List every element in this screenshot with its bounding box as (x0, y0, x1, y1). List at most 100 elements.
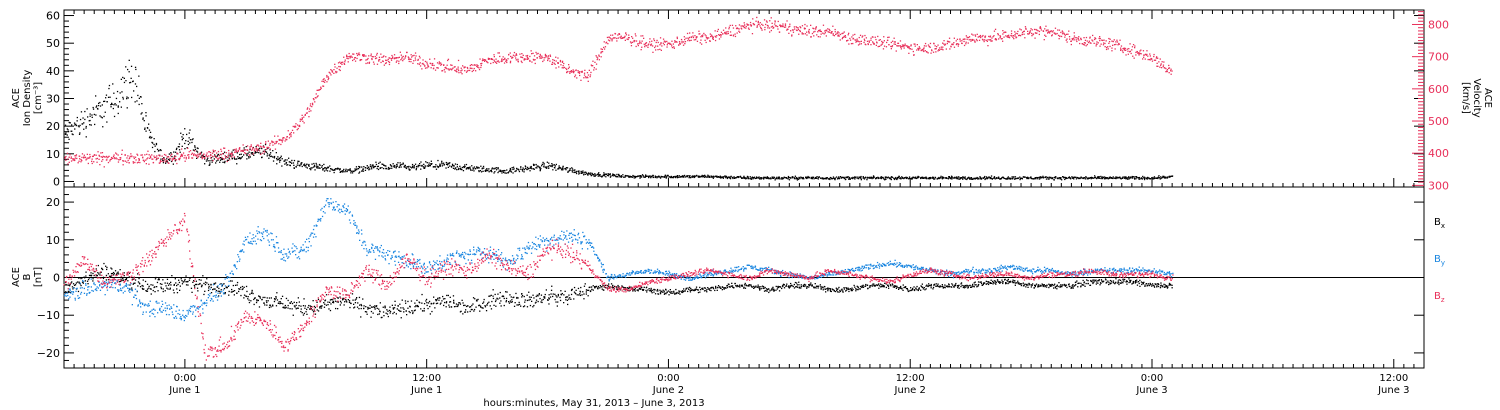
velocity-point (1073, 32, 1075, 34)
bx-point (334, 300, 337, 302)
density-point (725, 175, 727, 177)
density-point (776, 176, 778, 178)
bx-point (518, 301, 520, 304)
bx-point (332, 299, 334, 301)
density-point (558, 166, 560, 169)
velocity-point (583, 74, 586, 76)
density-point (1115, 177, 1117, 180)
density-point (565, 169, 567, 171)
velocity-point (791, 34, 793, 36)
velocity-point (457, 59, 460, 62)
density-point (383, 164, 385, 166)
velocity-point (1138, 54, 1140, 56)
density-point (607, 175, 610, 177)
density-point (297, 162, 299, 164)
bx-point (146, 290, 148, 292)
density-point (214, 155, 216, 157)
density-point (251, 152, 253, 155)
density-point (1171, 175, 1174, 177)
velocity-point (1104, 46, 1106, 48)
density-point (477, 167, 479, 169)
density-point (1079, 177, 1081, 179)
density-point (743, 176, 746, 179)
density-point (725, 177, 727, 179)
density-point (478, 170, 480, 173)
velocity-point (289, 134, 291, 136)
velocity-point (683, 36, 685, 38)
density-point (1128, 176, 1130, 178)
density-point (269, 155, 271, 158)
bx-point (139, 283, 141, 285)
bx-point (411, 310, 413, 312)
bx-point (529, 298, 531, 301)
velocity-point (503, 62, 506, 64)
velocity-point (982, 39, 984, 41)
density-point (984, 178, 986, 181)
velocity-point (942, 46, 944, 48)
velocity-point (993, 30, 996, 32)
velocity-point (187, 154, 189, 156)
velocity-point (356, 52, 358, 55)
density-point (176, 147, 178, 149)
bx-point (353, 307, 355, 309)
velocity-point (178, 159, 181, 161)
bx-point (502, 295, 504, 297)
density-point (100, 116, 102, 118)
density-point (405, 167, 407, 169)
density-point (153, 138, 155, 140)
bx-point (171, 275, 173, 277)
density-point (765, 176, 767, 178)
velocity-point (252, 148, 254, 150)
bx-point (223, 288, 226, 290)
velocity-point (918, 46, 920, 48)
density-point (369, 165, 371, 168)
velocity-point (501, 58, 503, 60)
density-point (523, 169, 525, 171)
velocity-point (794, 28, 796, 30)
density-point (781, 178, 783, 180)
velocity-point (953, 37, 955, 39)
density-point (654, 176, 656, 179)
velocity-point (1118, 42, 1120, 45)
density-point (1047, 176, 1049, 179)
velocity-point (1010, 30, 1013, 32)
velocity-point (607, 43, 609, 45)
velocity-point (131, 155, 133, 158)
bx-point (90, 274, 93, 276)
bx-point (132, 283, 134, 285)
velocity-point (285, 138, 287, 140)
velocity-point (399, 51, 401, 53)
density-point (306, 163, 308, 165)
density-point (119, 92, 121, 94)
velocity-point (1045, 35, 1047, 37)
velocity-point (206, 156, 208, 158)
bx-point (266, 297, 268, 299)
velocity-point (101, 160, 103, 162)
bx-point (453, 306, 456, 308)
density-point (548, 167, 550, 169)
bx-point (358, 308, 360, 310)
velocity-point (558, 66, 560, 68)
velocity-point (776, 25, 779, 28)
density-point (473, 166, 476, 168)
density-point (1068, 176, 1070, 178)
density-point (339, 169, 341, 171)
density-point (872, 176, 875, 178)
velocity-point (481, 62, 483, 65)
density-point (562, 166, 564, 168)
density-point (329, 165, 331, 167)
velocity-point (433, 67, 435, 69)
velocity-point (1108, 37, 1110, 40)
velocity-point (138, 158, 140, 161)
density-point (352, 170, 354, 172)
bx-point (107, 273, 109, 275)
density-point (1036, 178, 1038, 180)
density-point (462, 170, 465, 172)
density-point (316, 166, 318, 168)
density-point (429, 165, 431, 167)
bx-point (544, 296, 546, 298)
bx-point (264, 296, 266, 299)
velocity-point (587, 74, 590, 76)
velocity-point (471, 67, 473, 70)
bx-point (289, 302, 292, 304)
